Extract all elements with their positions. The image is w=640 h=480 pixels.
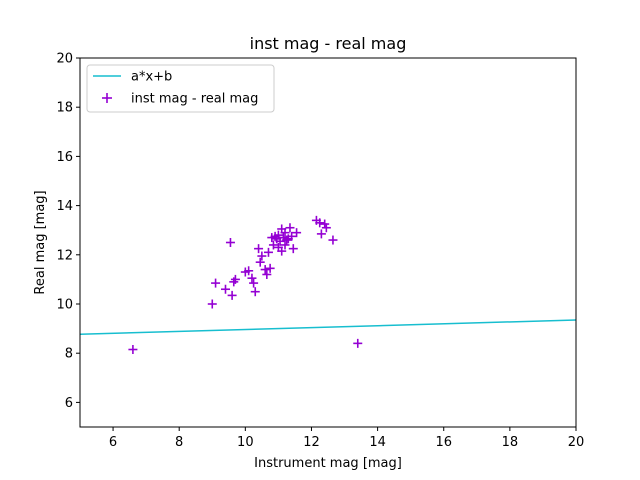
scatter-point <box>280 228 290 238</box>
scatter-point <box>225 238 235 247</box>
fit-line <box>79 319 577 336</box>
scatter-point <box>247 273 257 283</box>
scatter-point <box>288 244 298 254</box>
chart-title: inst mag - real mag <box>250 34 407 53</box>
y-tick-label: 16 <box>56 150 73 165</box>
scatter-point <box>292 228 302 238</box>
scatter-point <box>315 218 325 228</box>
scatter-point <box>316 229 326 239</box>
scatter-point <box>255 257 265 267</box>
scatter-point <box>280 240 290 250</box>
x-tick-label: 12 <box>303 435 320 450</box>
y-axis: 6 8 10 12 14 16 18 20 <box>56 52 80 411</box>
scatter-point <box>244 266 254 276</box>
scatter-point <box>220 284 230 294</box>
x-tick-label: 6 <box>109 435 117 450</box>
legend: a*x+b inst mag - real mag <box>86 64 275 113</box>
scatter-point <box>273 230 283 240</box>
scatter-point <box>287 231 297 241</box>
x-axis: 6 8 10 12 14 16 18 20 <box>109 427 584 450</box>
plot-frame <box>79 57 577 428</box>
scatter-point <box>260 265 270 275</box>
x-tick-label: 16 <box>435 435 452 450</box>
y-tick-label: 14 <box>56 199 73 214</box>
x-tick-label: 14 <box>369 435 386 450</box>
legend-marker-swatch <box>102 93 112 103</box>
x-tick-label: 10 <box>237 435 254 450</box>
scatter-point <box>285 223 295 233</box>
y-tick-label: 12 <box>56 248 73 263</box>
scatter-point <box>282 235 292 245</box>
scatter-point <box>268 240 278 250</box>
legend-box <box>86 64 275 113</box>
scatter-point <box>254 244 264 254</box>
y-axis-label: Real mag [mag] <box>33 190 48 294</box>
scatter-point <box>277 246 287 256</box>
scatter-point <box>328 235 338 245</box>
scatter-point <box>321 223 331 233</box>
scatter-point <box>262 269 272 279</box>
y-tick-label: 8 <box>65 347 73 362</box>
scatter-point <box>227 290 237 300</box>
y-tick-label: 18 <box>56 101 73 116</box>
scatter-point <box>257 251 267 261</box>
y-tick-label: 20 <box>56 52 73 67</box>
scatter-point <box>230 274 240 284</box>
scatter-point <box>249 278 259 288</box>
scatter-point <box>353 338 363 348</box>
x-tick-label: 20 <box>568 435 585 450</box>
legend-label-line: a*x+b <box>131 70 172 85</box>
x-tick-label: 8 <box>175 435 183 450</box>
scatter-point <box>250 287 260 297</box>
scatter-point <box>207 299 217 309</box>
legend-label-scatter: inst mag - real mag <box>131 92 258 107</box>
scatter-point <box>128 345 138 355</box>
scatter-point <box>263 247 273 257</box>
y-tick-label: 10 <box>56 298 73 313</box>
data-layer <box>79 215 577 355</box>
x-tick-label: 18 <box>502 435 519 450</box>
x-axis-label: Instrument mag [mag] <box>254 456 402 471</box>
scatter-point <box>265 263 275 273</box>
y-tick-label: 6 <box>65 396 73 411</box>
scatter-point <box>211 278 221 288</box>
